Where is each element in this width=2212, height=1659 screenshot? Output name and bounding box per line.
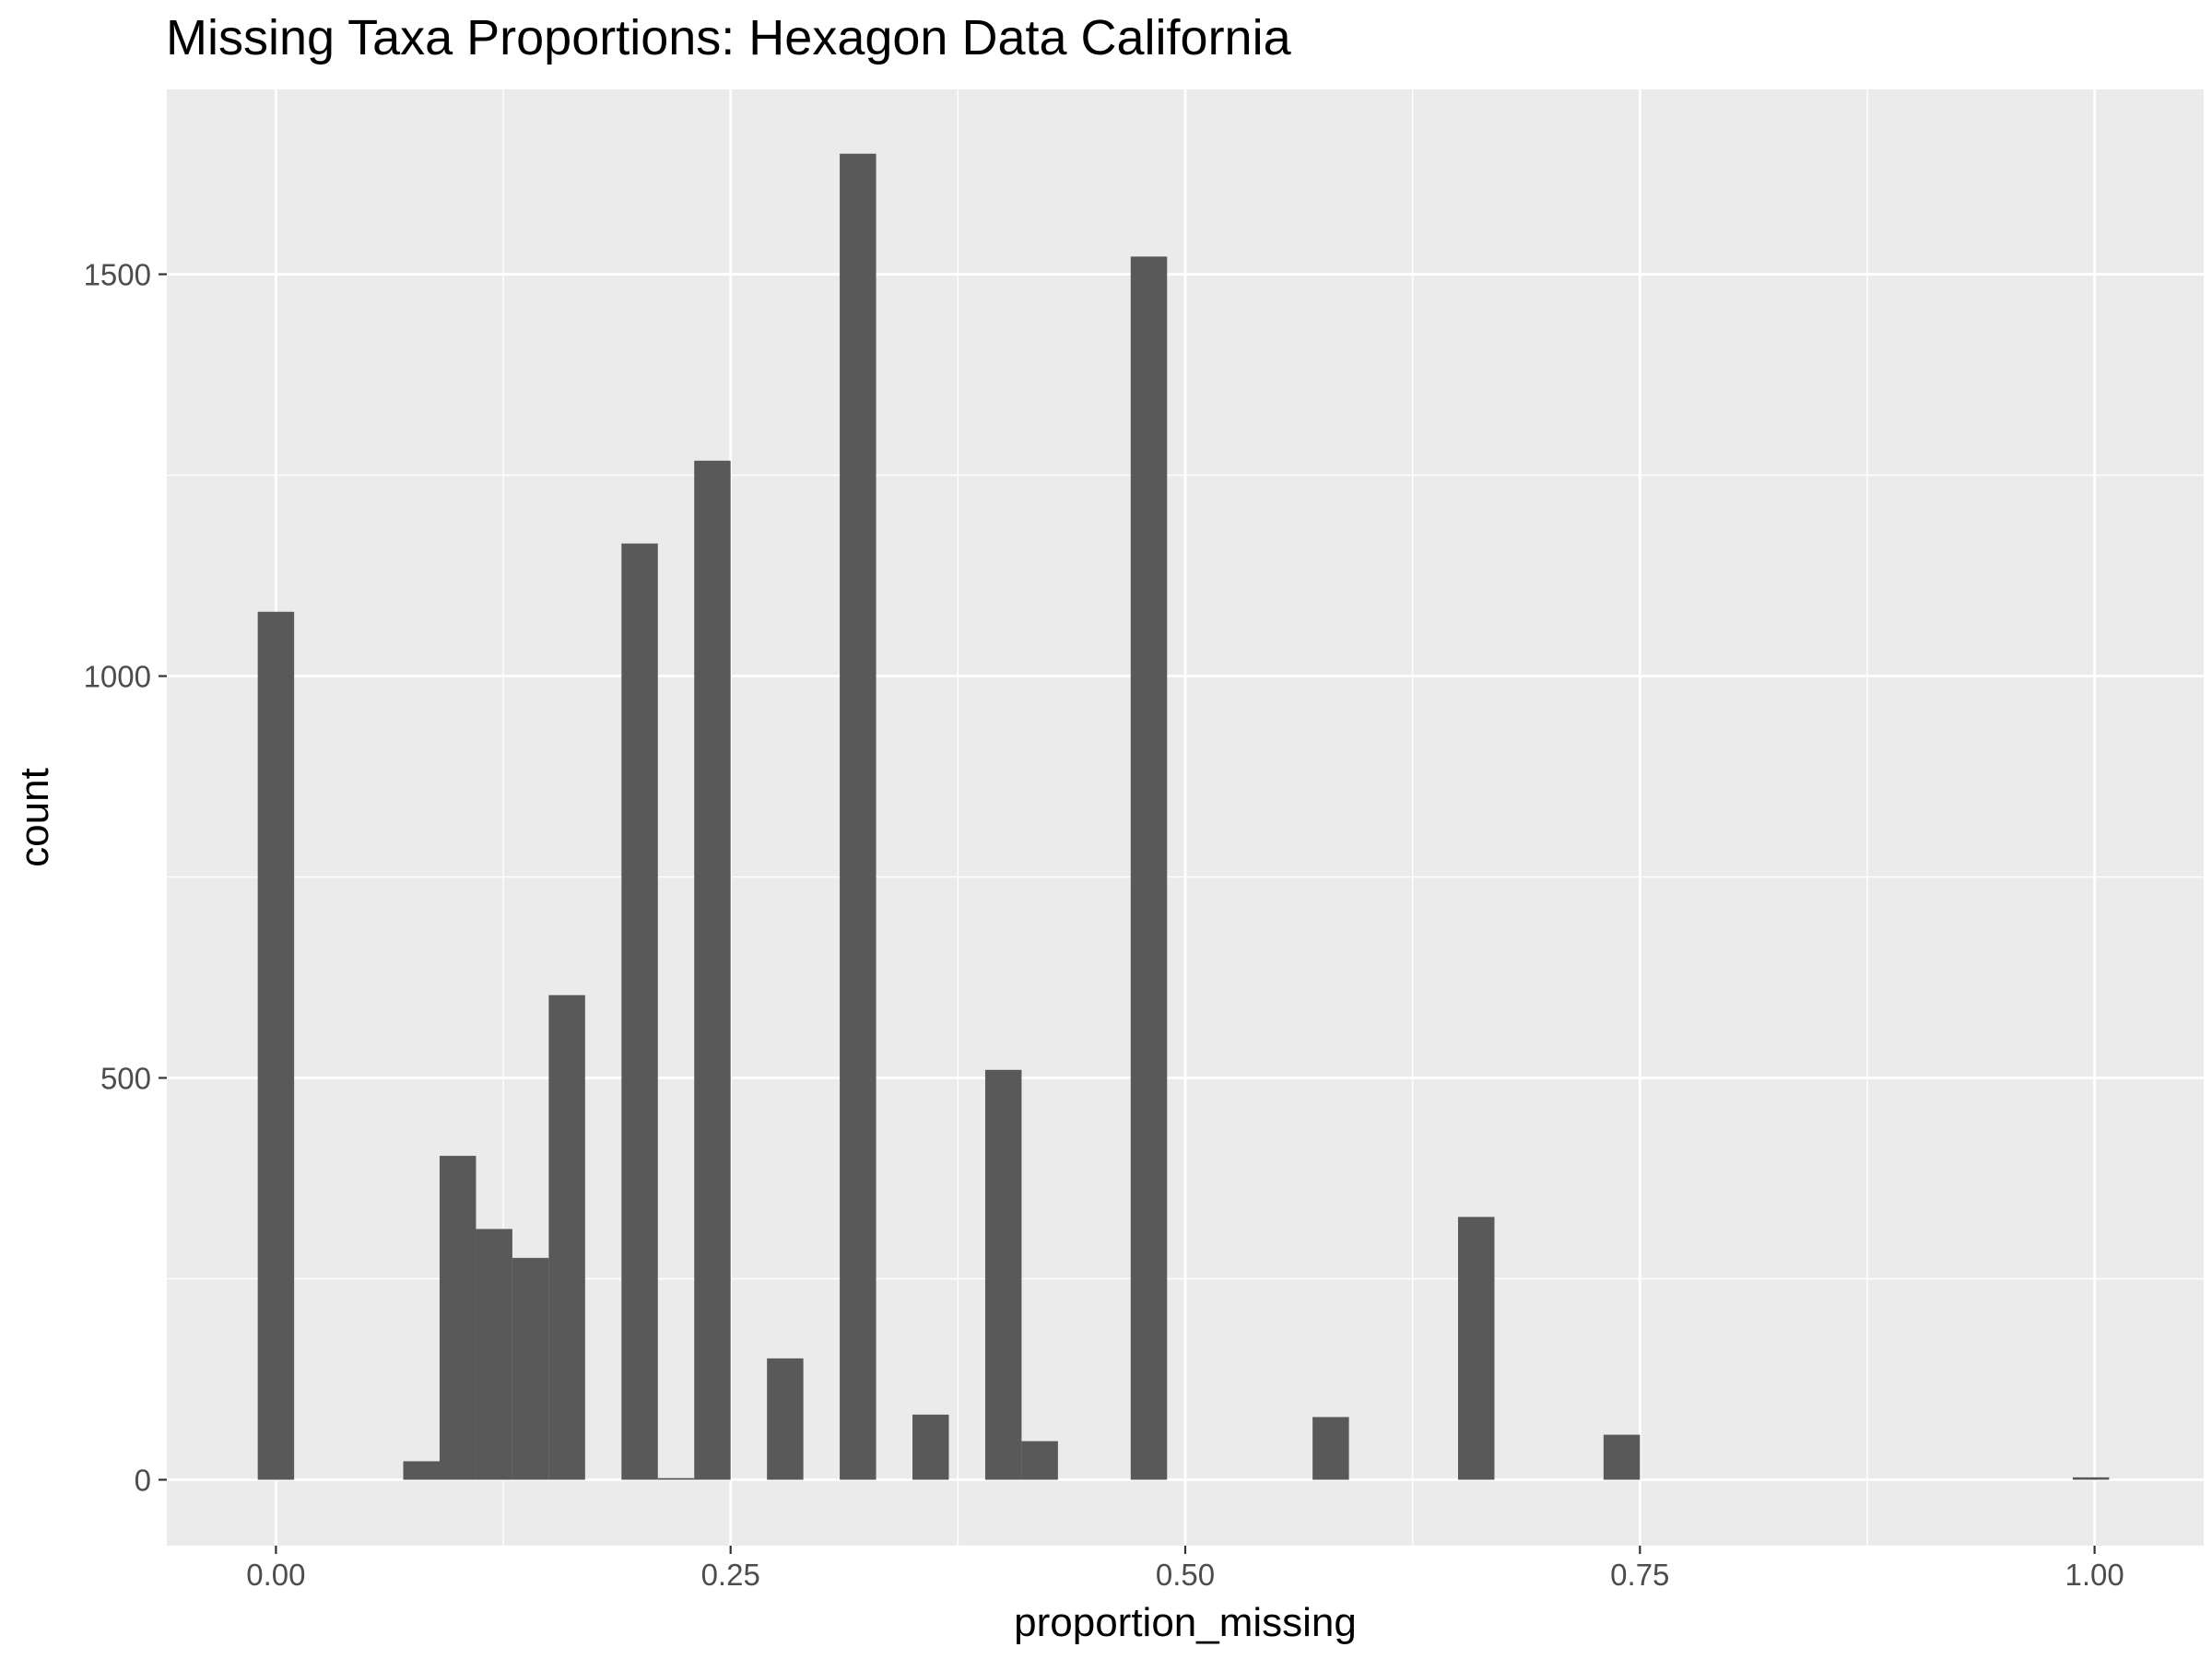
histogram-bar xyxy=(912,1414,949,1480)
x-tick-label: 0.25 xyxy=(701,1558,760,1592)
histogram-bar xyxy=(621,543,658,1480)
histogram-bars xyxy=(257,153,2110,1480)
histogram-bar xyxy=(403,1461,440,1480)
histogram-bar xyxy=(439,1156,477,1480)
x-tick-label: 0.00 xyxy=(246,1558,305,1592)
histogram-bar xyxy=(840,153,877,1480)
y-axis-title: count xyxy=(12,768,57,867)
histogram-bar xyxy=(657,1477,695,1480)
histogram-bar xyxy=(767,1358,804,1480)
histogram-bar xyxy=(1130,256,1168,1480)
histogram-bar xyxy=(512,1257,549,1480)
histogram-bar xyxy=(1603,1434,1641,1480)
y-axis: 0 500 1000 1500 xyxy=(84,258,167,1497)
x-axis: 0.00 0.25 0.50 0.75 1.00 xyxy=(246,1546,2124,1592)
histogram-bar xyxy=(257,611,295,1480)
y-tick-label: 1500 xyxy=(84,258,151,292)
histogram-bar xyxy=(984,1069,1022,1480)
x-tick-label: 1.00 xyxy=(2065,1558,2124,1592)
x-axis-title: proportion_missing xyxy=(1014,1600,1357,1645)
chart-title: Missing Taxa Proportions: Hexagon Data C… xyxy=(166,10,1291,65)
histogram-bar xyxy=(1457,1217,1495,1480)
y-tick-label: 1000 xyxy=(84,660,151,694)
histogram-bar xyxy=(694,460,731,1480)
y-tick-label: 500 xyxy=(100,1062,151,1096)
histogram-bar xyxy=(1021,1441,1058,1480)
histogram-bar xyxy=(548,994,585,1480)
histogram-bar xyxy=(2072,1477,2110,1480)
x-tick-label: 0.50 xyxy=(1156,1558,1215,1592)
y-tick-label: 0 xyxy=(135,1463,151,1497)
histogram-bar xyxy=(1312,1417,1349,1480)
histogram-bar xyxy=(476,1229,512,1480)
x-tick-label: 0.75 xyxy=(1610,1558,1669,1592)
